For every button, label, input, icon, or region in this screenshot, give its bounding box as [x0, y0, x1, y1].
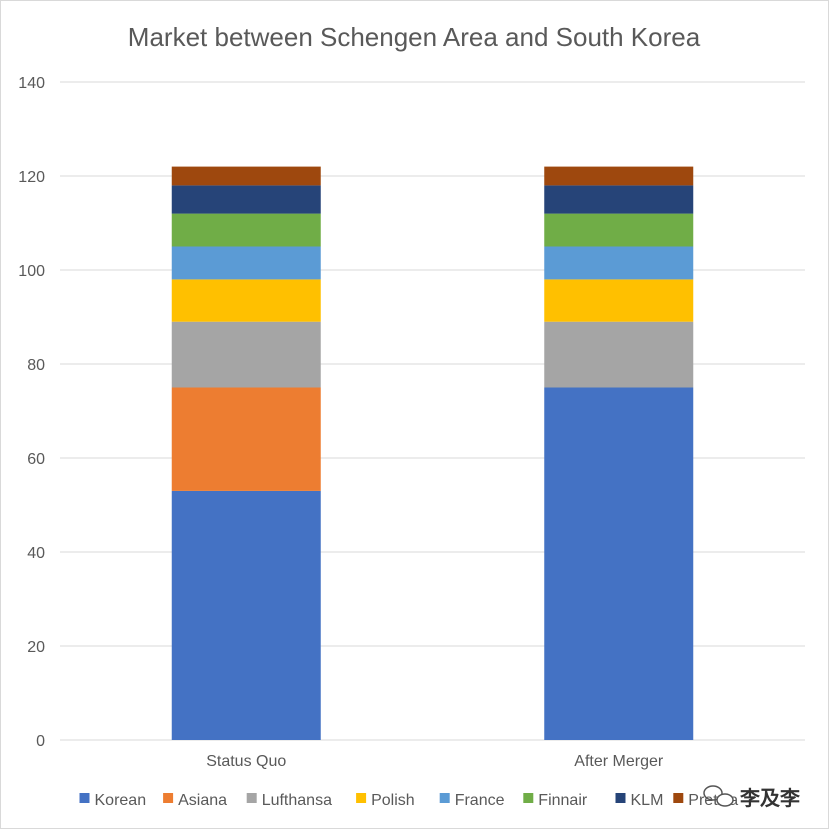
legend-label: KLM	[631, 792, 664, 809]
chat-bubble-icon	[703, 785, 734, 807]
y-tick-label: 0	[36, 733, 45, 750]
bar-segment-france-1	[544, 246, 694, 280]
legend: Korean Asiana Lufthansa Polish France Finnair…	[79, 792, 738, 809]
legend-label: France	[455, 792, 505, 809]
bar-segment-pretzia-0	[171, 166, 321, 186]
bar-segment-korean-1	[544, 387, 694, 740]
legend-label: Lufthansa	[262, 792, 332, 809]
legend-label: Asiana	[178, 792, 227, 809]
bar-segment-lufthansa-0	[171, 321, 321, 388]
legend-item-polish: Polish	[356, 792, 415, 809]
bar-segment-pretzia-1	[544, 166, 694, 186]
y-axis-ticks: 0 20 40 60 80 100 120 140	[18, 75, 45, 750]
y-tick-label: 140	[18, 75, 45, 92]
bar-segment-lufthansa-1	[544, 321, 694, 388]
legend-item-lufthansa: Lufthansa	[246, 792, 332, 809]
watermark-text: 李及李	[739, 786, 801, 810]
legend-swatch	[615, 793, 626, 803]
bar-segment-korean-0	[171, 490, 321, 740]
y-tick-label: 80	[27, 357, 45, 374]
legend-item-finnair: Finnair	[523, 792, 588, 809]
y-tick-label: 60	[27, 451, 45, 468]
legend-swatch	[673, 793, 684, 803]
bar-segment-france-0	[171, 246, 321, 280]
bar-segment-klm-0	[171, 185, 321, 214]
bar-segment-polish-0	[171, 279, 321, 322]
x-axis-ticks: Status Quo After Merger	[206, 753, 664, 770]
watermark: 李及李	[703, 785, 801, 810]
x-tick-label: Status Quo	[206, 753, 286, 770]
bar-segment-polish-1	[544, 279, 694, 322]
legend-label: Finnair	[538, 792, 588, 809]
bar-segment-finnair-0	[171, 213, 321, 247]
legend-label: Korean	[95, 792, 147, 809]
x-tick-label: After Merger	[574, 753, 664, 770]
legend-item-asiana: Asiana	[163, 792, 227, 809]
y-tick-label: 100	[18, 263, 45, 280]
y-tick-label: 40	[27, 545, 45, 562]
bar-segment-klm-1	[544, 185, 694, 214]
legend-swatch	[79, 793, 90, 803]
legend-item-france: France	[439, 792, 505, 809]
legend-item-klm: KLM	[615, 792, 664, 809]
legend-swatch	[439, 793, 450, 803]
y-tick-label: 120	[18, 169, 45, 186]
legend-swatch	[356, 793, 367, 803]
legend-item-korean: Korean	[79, 792, 147, 809]
bars	[171, 166, 694, 740]
chart-title: Market between Schengen Area and South K…	[128, 22, 701, 52]
bar-segment-asiana-0	[171, 387, 321, 491]
bar-segment-finnair-1	[544, 213, 694, 247]
legend-label: Polish	[371, 792, 415, 809]
legend-swatch	[246, 793, 257, 803]
y-tick-label: 20	[27, 639, 45, 656]
legend-swatch	[523, 793, 534, 803]
legend-swatch	[163, 793, 174, 803]
